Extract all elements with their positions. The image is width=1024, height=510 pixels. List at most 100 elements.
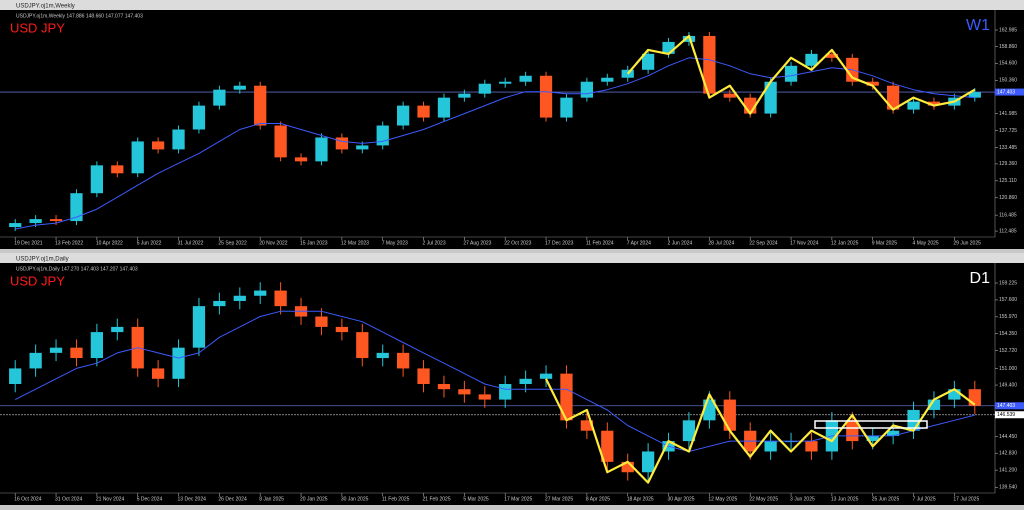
- candle-body: [274, 125, 287, 158]
- candle-body: [437, 384, 451, 390]
- x-tick-label: 20 Nov 2022: [259, 240, 288, 246]
- y-tick-label: 141.200: [999, 467, 1017, 473]
- timeframe-label: D1: [970, 270, 991, 287]
- x-tick-label: 18 Apr 2025: [627, 496, 654, 502]
- candle-body: [642, 53, 655, 70]
- candle-body: [968, 389, 981, 406]
- moving-average: [14, 310, 975, 452]
- y-tick-label: 129.360: [999, 161, 1017, 167]
- y-tick-label: 150.360: [999, 78, 1017, 84]
- x-tick-label: 29 Jun 2025: [953, 240, 981, 246]
- zigzag: [626, 34, 976, 115]
- candle-body: [478, 394, 491, 400]
- candle-body: [499, 384, 512, 400]
- candle-body: [152, 141, 165, 150]
- y-tick-label: 159.225: [999, 280, 1017, 286]
- candle-body: [90, 165, 103, 194]
- price-label-box: [995, 402, 1024, 410]
- candle-body: [254, 85, 267, 126]
- candle-body: [29, 219, 42, 224]
- candle-body: [356, 332, 369, 359]
- candle-body: [111, 326, 124, 333]
- timeframe-label: W1: [966, 17, 990, 34]
- x-tick-label: 7 Apr 2024: [627, 240, 651, 246]
- candle-body: [662, 41, 675, 54]
- candle-body: [29, 352, 42, 369]
- x-tick-label: 12 Mar 2023: [341, 240, 369, 246]
- candle-body: [417, 368, 430, 384]
- x-tick-label: 22 Oct 2023: [504, 240, 531, 246]
- x-tick-label: 30 Jan 2025: [341, 496, 369, 502]
- y-tick-label: 141.985: [999, 111, 1017, 117]
- y-tick-label: 152.720: [999, 348, 1017, 354]
- candle-body: [274, 290, 287, 307]
- candle-body: [152, 368, 165, 379]
- y-tick-label: 137.725: [999, 128, 1017, 134]
- x-tick-label: 11 Feb 2024: [586, 240, 614, 246]
- candle-body: [417, 105, 430, 118]
- candle-body: [580, 420, 593, 431]
- candle-body: [315, 137, 328, 162]
- x-tick-label: 7 Jul 2025: [913, 496, 936, 502]
- candle-body: [254, 290, 267, 296]
- x-tick-label: 20 Jan 2025: [300, 496, 328, 502]
- candle-body: [233, 85, 246, 90]
- candle-body: [131, 141, 144, 174]
- x-tick-label: 8 Apr 2025: [586, 496, 610, 502]
- x-tick-label: 13 Jun 2025: [831, 496, 859, 502]
- y-tick-label: 125.110: [999, 178, 1017, 184]
- y-tick-label: 162.985: [999, 27, 1017, 33]
- x-tick-label: 31 Oct 2024: [55, 496, 82, 502]
- candle-body: [213, 300, 226, 307]
- price-label: 147.403: [997, 89, 1015, 95]
- x-tick-label: 12 May 2025: [708, 496, 737, 502]
- candle-body: [948, 389, 961, 400]
- candle-body: [49, 219, 63, 222]
- candle-body: [907, 101, 920, 110]
- x-tick-label: 2 Jun 2024: [668, 240, 693, 246]
- candle-body: [356, 145, 369, 150]
- candle-body: [580, 81, 593, 98]
- x-tick-label: 22 Sep 2024: [749, 240, 778, 246]
- chart-info: USDJPY.oj1m,Daily 147.270 147.403 147.20…: [16, 266, 138, 272]
- candle-body: [805, 441, 818, 452]
- y-tick-label: 133.485: [999, 145, 1017, 151]
- candle-body: [519, 378, 532, 384]
- candle-body: [90, 332, 103, 359]
- x-tick-label: 5 Jun 2022: [137, 240, 162, 246]
- y-tick-label: 112.485: [999, 228, 1017, 234]
- candle-body: [458, 93, 471, 98]
- candle-body: [539, 373, 553, 379]
- candle-body: [233, 295, 246, 301]
- candle-body: [784, 65, 798, 82]
- candle-body: [172, 347, 185, 379]
- x-tick-label: 7 May 2023: [382, 240, 408, 246]
- symbol-label: USD JPY: [10, 273, 65, 288]
- candle-body: [927, 101, 941, 106]
- y-tick-label: 144.450: [999, 434, 1017, 440]
- candle-body: [294, 157, 308, 162]
- window-title: USDJPY.oj1m,Weekly: [16, 4, 75, 10]
- x-tick-label: 8 Jan 2025: [259, 496, 284, 502]
- candle-body: [397, 105, 410, 126]
- y-tick-label: 157.600: [999, 297, 1017, 303]
- x-tick-label: 13 Feb 2022: [55, 240, 83, 246]
- candle-body: [335, 137, 348, 150]
- x-tick-label: 31 Jul 2022: [178, 240, 204, 246]
- y-tick-label: 151.000: [999, 366, 1017, 372]
- price-label-box: [995, 88, 1024, 96]
- candle-body: [968, 92, 981, 98]
- candle-body: [70, 347, 83, 359]
- candle-body: [927, 399, 941, 410]
- candle-body: [111, 165, 124, 174]
- candle-body: [764, 441, 777, 452]
- candle-body: [601, 430, 614, 462]
- candle-body: [437, 97, 451, 118]
- price-label: 147.403: [997, 403, 1015, 409]
- x-tick-label: 2 Jul 2023: [423, 240, 446, 246]
- candle-body: [560, 97, 573, 118]
- y-tick-label: 154.600: [999, 61, 1017, 67]
- x-tick-label: 17 Jul 2025: [953, 496, 979, 502]
- candle-body: [682, 420, 696, 442]
